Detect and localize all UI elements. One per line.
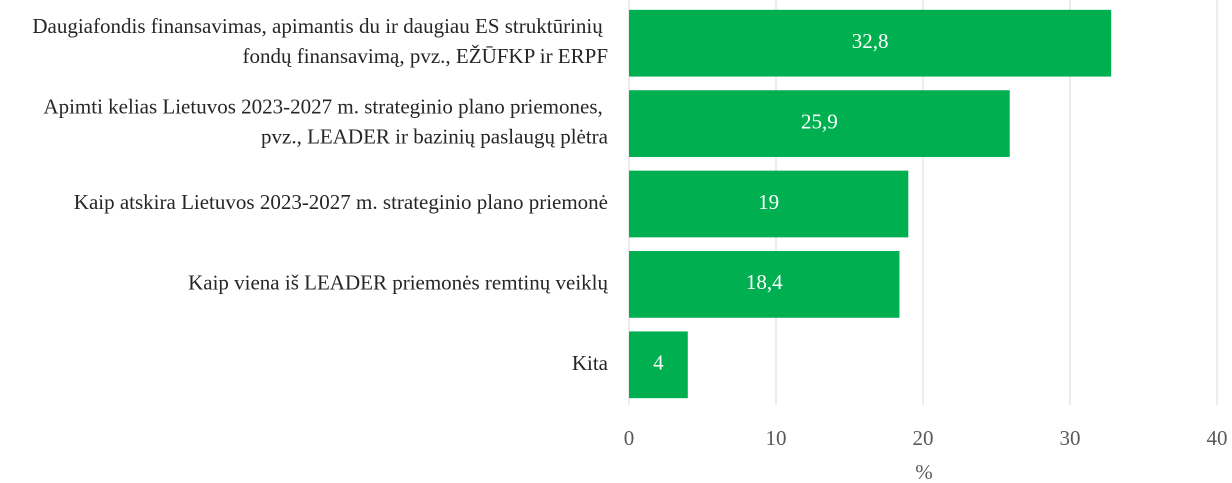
x-tick-label: 20 bbox=[913, 426, 934, 450]
x-tick-label: 0 bbox=[624, 426, 635, 450]
x-tick-label: 40 bbox=[1207, 426, 1228, 450]
y-tick-label: Kaip atskira Lietuvos 2023-2027 m. strat… bbox=[74, 190, 608, 214]
bar bbox=[629, 9, 1112, 77]
value-label: 18,4 bbox=[746, 270, 783, 294]
bar bbox=[629, 251, 900, 318]
y-tick-label: Kaip viena iš LEADER priemonės remtinų v… bbox=[188, 270, 608, 294]
y-tick-label: Apimti kelias Lietuvos 2023-2027 m. stra… bbox=[43, 94, 608, 148]
y-tick-label: Kita bbox=[572, 351, 609, 375]
x-axis-label: % bbox=[915, 460, 933, 483]
bar bbox=[629, 331, 688, 399]
x-tick-label: 10 bbox=[766, 426, 787, 450]
value-label: 4 bbox=[653, 351, 664, 375]
value-label: 25,9 bbox=[801, 109, 838, 133]
x-tick-label: 30 bbox=[1060, 426, 1081, 450]
bar bbox=[629, 90, 1010, 157]
value-label: 32,8 bbox=[852, 29, 889, 53]
y-tick-label: Daugiafondis finansavimas, apimantis du … bbox=[32, 14, 608, 68]
bar bbox=[629, 170, 909, 238]
value-label: 19 bbox=[758, 190, 779, 214]
